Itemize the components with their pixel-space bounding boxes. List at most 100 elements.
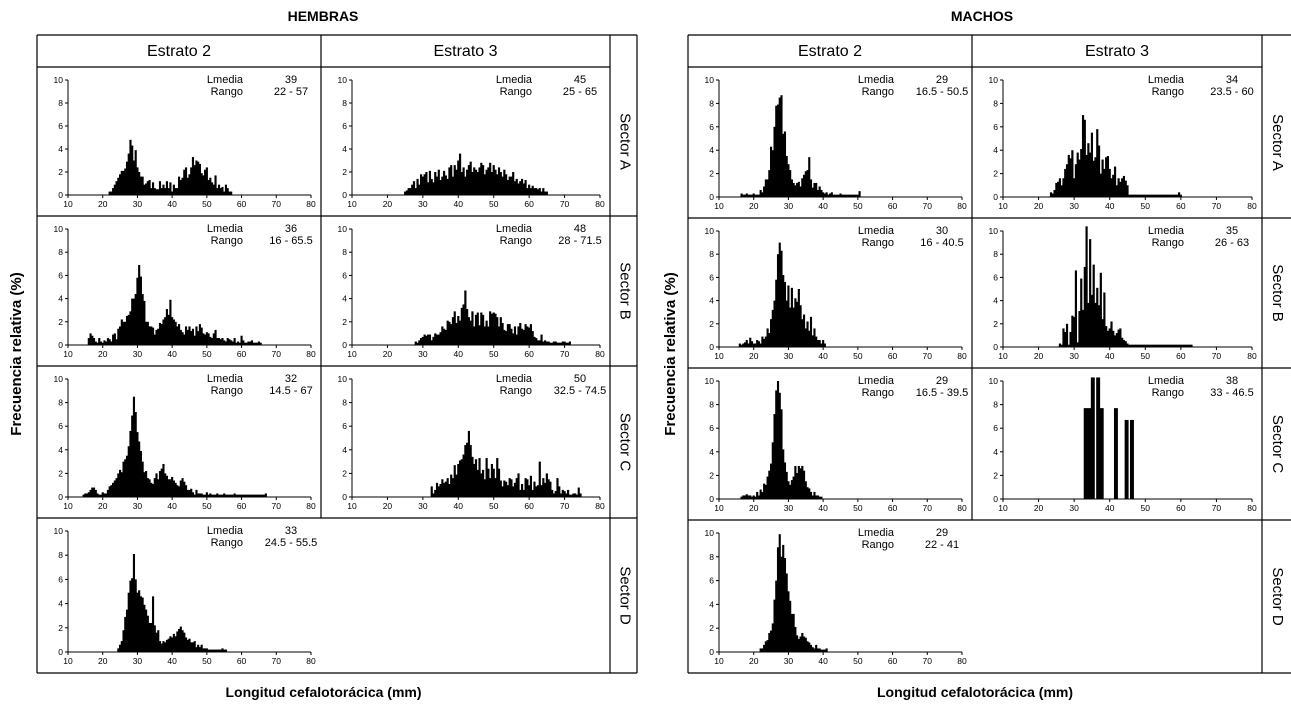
histogram-bar [764, 641, 767, 652]
y-tick-label: 10 [705, 528, 715, 538]
histogram-bar [132, 298, 136, 345]
y-tick-label: 4 [58, 144, 63, 154]
histogram-bar [844, 194, 847, 197]
histogram-bar [764, 336, 767, 347]
histogram-bar [1058, 343, 1062, 347]
rango-label: Rango [862, 539, 894, 551]
y-tick-label: 2 [58, 317, 63, 327]
grid-frame [36, 34, 638, 674]
rango-value: 22 - 57 [274, 86, 308, 98]
histogram-bar [249, 341, 252, 345]
histogram-bar [179, 329, 182, 345]
histogram-bar [171, 476, 174, 497]
histogram-bar [171, 191, 174, 195]
histogram-bar [749, 337, 752, 347]
y-tick-label: 4 [993, 145, 998, 155]
histogram-bar [207, 649, 210, 652]
histogram-bar [797, 181, 800, 197]
histogram-bar [110, 191, 113, 195]
histogram-bar [174, 188, 177, 195]
histogram-bar [565, 342, 568, 345]
y-tick-label: 8 [58, 247, 63, 257]
histogram-bar [231, 494, 234, 497]
histogram-bar [747, 495, 750, 499]
column-header: Estrato 2 [147, 43, 211, 60]
histogram-bar [1190, 344, 1193, 347]
histogram-bar [219, 339, 222, 345]
histogram-bar [776, 104, 780, 197]
histogram-bar [549, 481, 552, 497]
histogram-bar [421, 176, 424, 195]
histogram-bar [460, 307, 463, 345]
histogram-bar [1128, 344, 1131, 347]
histogram-bar [151, 182, 155, 195]
histogram-bar [451, 317, 455, 345]
histogram-bar [501, 322, 504, 345]
histogram-bar [832, 194, 835, 197]
x-tick-label: 50 [853, 201, 863, 211]
histogram-bar [1119, 181, 1122, 197]
histogram-bar [1106, 156, 1110, 197]
histogram-bar [752, 495, 755, 499]
histogram-bar [782, 544, 785, 652]
histogram-bar [478, 458, 481, 497]
x-axis-label: Longitud cefalotorácica (mm) [877, 684, 1073, 700]
histogram-bar [138, 264, 141, 345]
histogram-bar [827, 194, 830, 197]
x-tick-label: 30 [1069, 351, 1079, 361]
histogram-bar [818, 186, 821, 197]
rango-label: Rango [1152, 387, 1184, 399]
histogram-bar [804, 637, 807, 652]
x-tick-label: 80 [306, 656, 316, 666]
histogram-bar [808, 330, 811, 347]
x-tick-label: 70 [923, 351, 933, 361]
rango-label: Rango [862, 86, 894, 98]
histogram-bar [125, 455, 129, 497]
x-tick-label: 10 [347, 349, 357, 359]
histogram-bar [176, 485, 179, 497]
histogram-bar [485, 458, 488, 497]
histogram-bar [209, 493, 212, 497]
histogram-bar [506, 485, 509, 497]
histogram-chart: 0 2 4 6 8 10 10 20 30 40 50 60 70 80 Lmedia 29 Rango 16.5… [705, 74, 969, 211]
histogram-bar [825, 648, 828, 652]
histogram-bar [150, 188, 153, 195]
histogram-bar [207, 180, 210, 195]
histogram-bar [490, 172, 494, 195]
histogram-bar [434, 489, 437, 497]
histogram-bar [86, 493, 89, 497]
histogram-bar [420, 174, 423, 195]
x-tick-label: 50 [202, 199, 212, 209]
histogram-bar [89, 489, 92, 497]
histogram-bar [526, 188, 529, 195]
y-tick-label: 8 [58, 398, 63, 408]
histogram-bar [191, 642, 195, 652]
histogram-bar [789, 170, 792, 197]
histogram-bar [1062, 328, 1065, 347]
histogram-bar [1099, 272, 1102, 347]
x-tick-label: 30 [133, 656, 143, 666]
histogram-bar [1067, 344, 1070, 347]
histogram-bar [190, 331, 193, 345]
histogram-bar [115, 478, 118, 497]
histogram-bar [120, 170, 123, 195]
histogram-bar [197, 493, 200, 497]
histogram-bar [469, 320, 472, 345]
histogram-bar [848, 194, 851, 197]
x-tick-label: 80 [1247, 201, 1257, 211]
histogram-bar [567, 342, 570, 345]
histogram-bar [460, 459, 463, 497]
histogram-bar [450, 474, 453, 497]
histogram-chart: 0 2 4 6 8 10 10 20 30 40 50 60 70 80 Lmedia 35 Rango 26 -… [989, 225, 1257, 361]
histogram-bar [780, 556, 783, 652]
x-tick-label: 60 [888, 656, 898, 666]
histogram-bar [259, 342, 262, 345]
histogram-bar [167, 314, 170, 345]
histogram-bar [740, 496, 743, 499]
histogram-bar [818, 648, 821, 652]
histogram-bar [1151, 344, 1154, 347]
histogram-bar [510, 176, 513, 195]
histogram-bar [551, 342, 554, 345]
histogram-bar [430, 340, 433, 345]
histogram-bar [467, 317, 470, 345]
